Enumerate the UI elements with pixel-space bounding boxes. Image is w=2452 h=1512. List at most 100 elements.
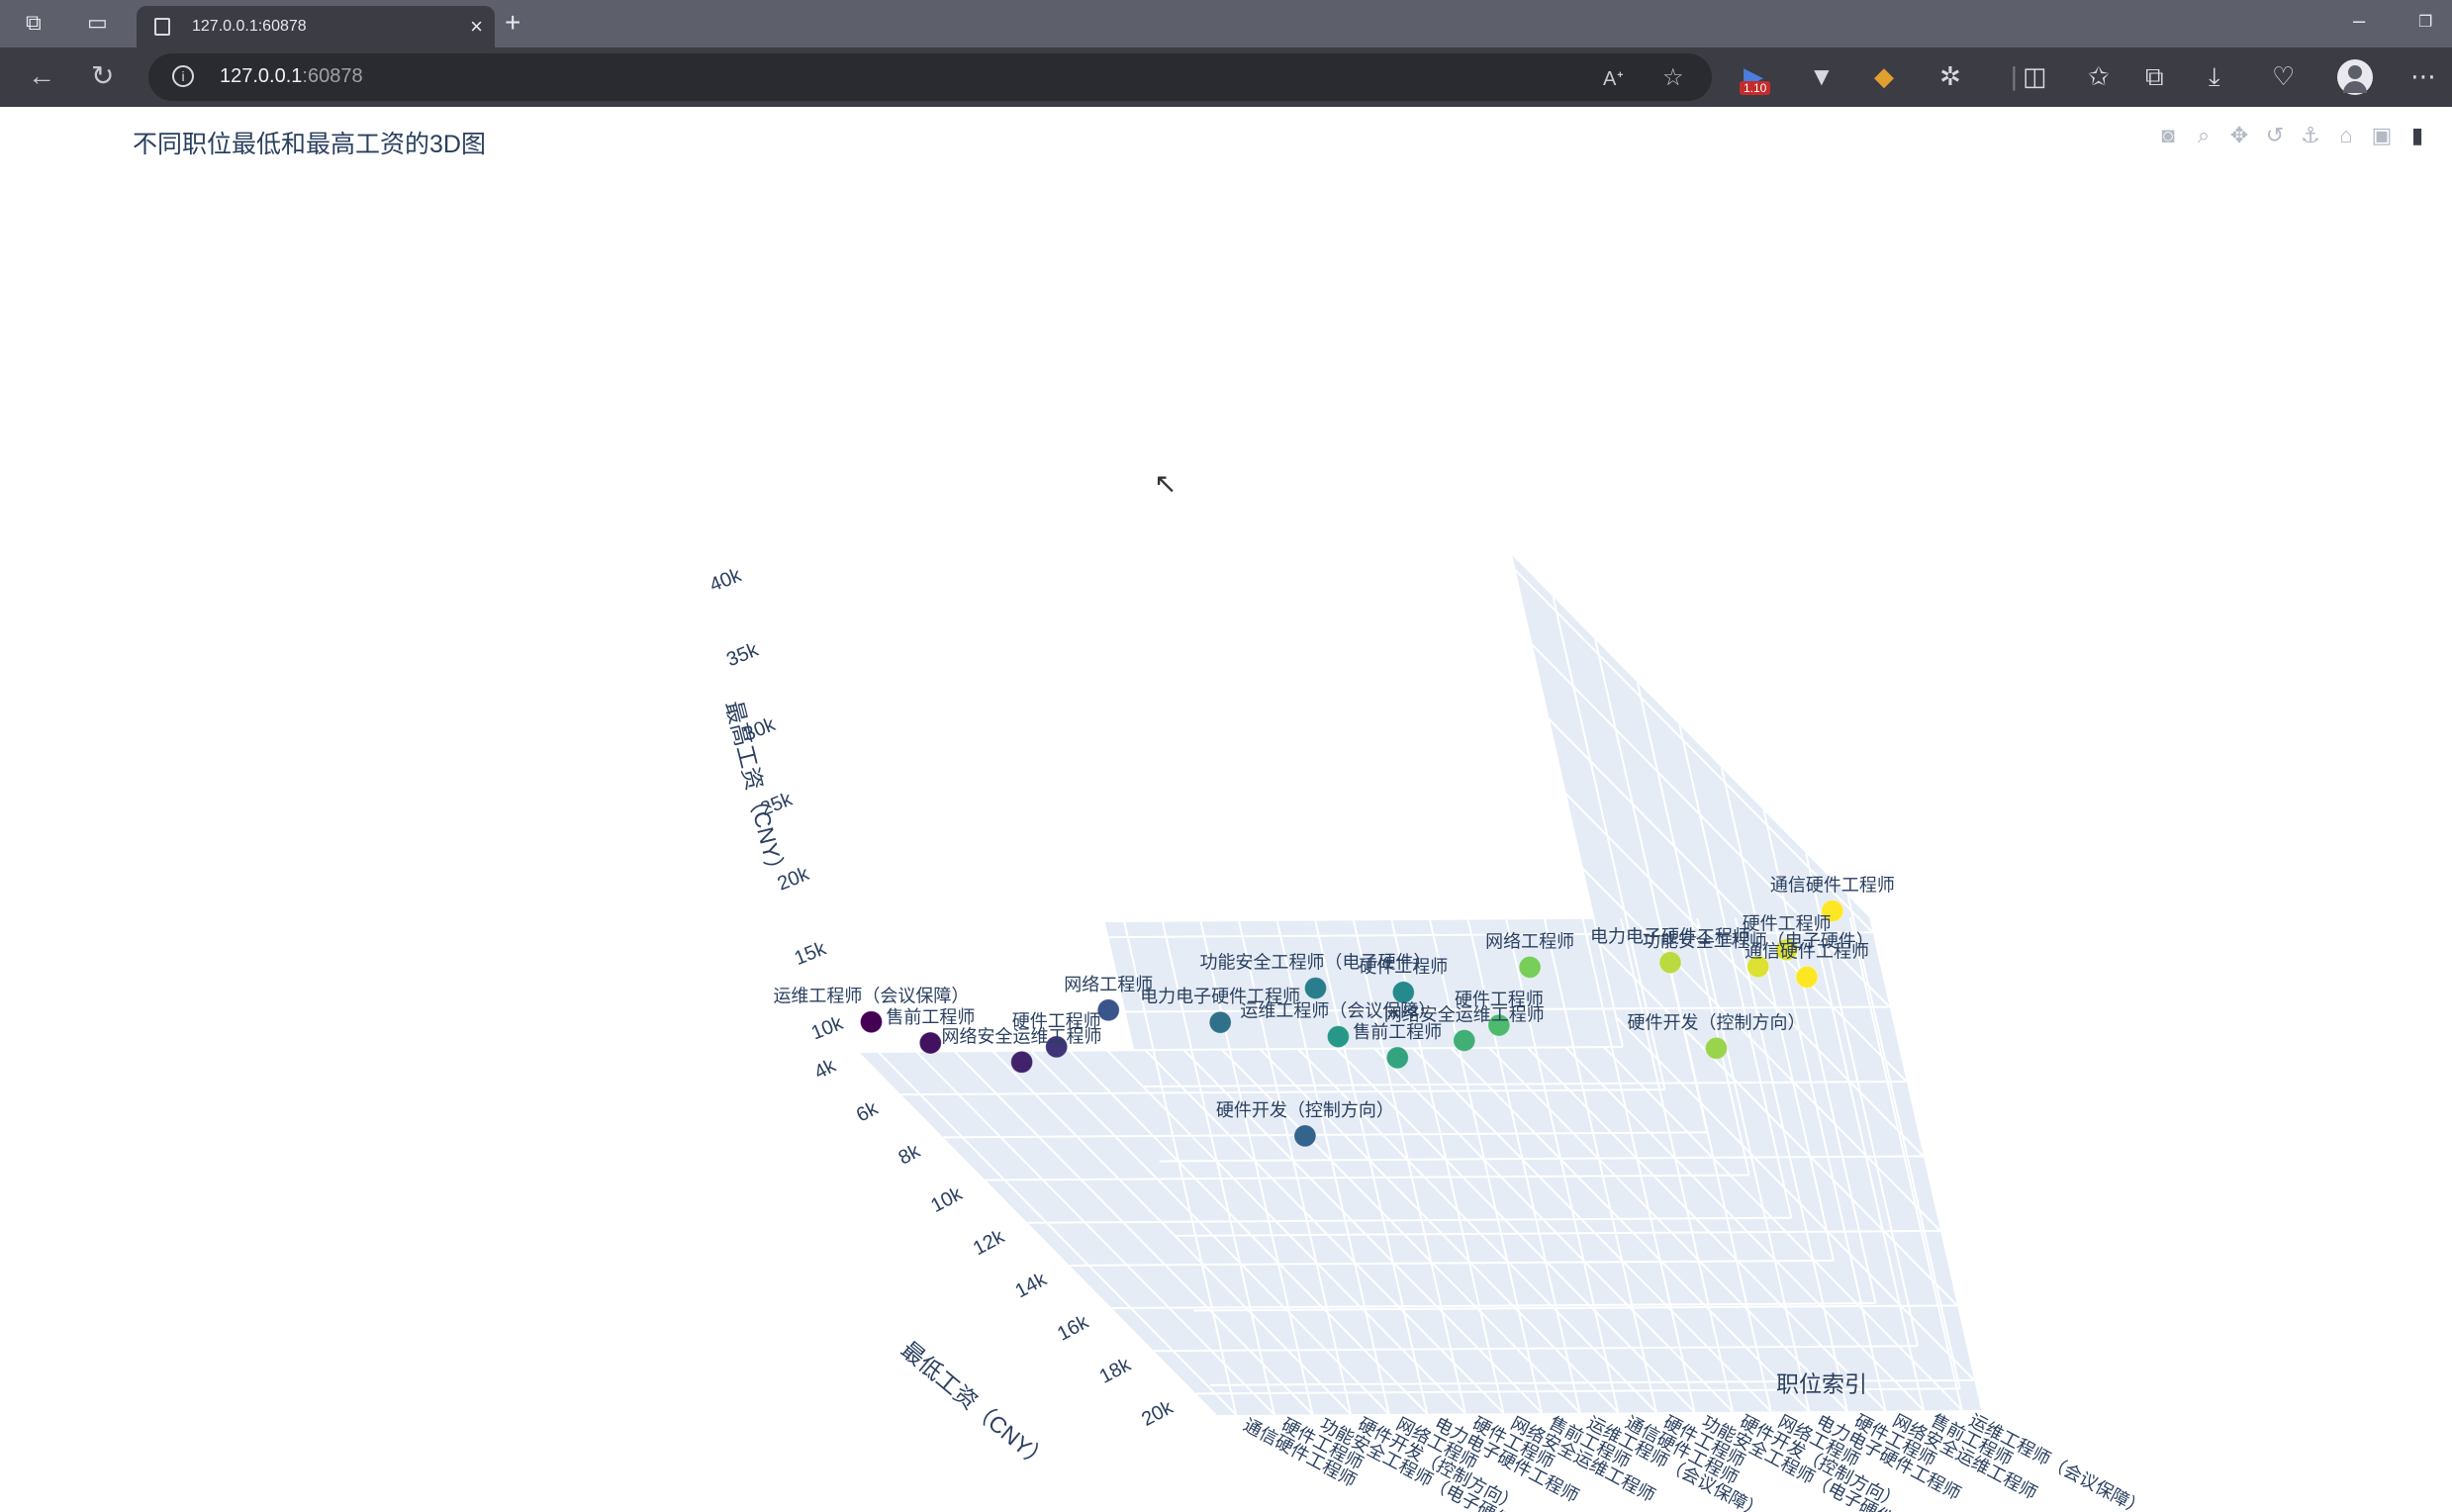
point-label: 网络工程师 [1064, 975, 1153, 994]
site-info-icon[interactable]: i [172, 65, 194, 87]
grid-line-z [1564, 792, 1925, 1158]
point-label: 硬件工程师 [1359, 957, 1448, 977]
point-label: 网络安全运维工程师 [1384, 1004, 1545, 1024]
grid-line-x [1069, 1259, 1834, 1267]
downloads-icon[interactable]: ⤓ [2209, 61, 2220, 91]
browser-tab[interactable]: 127.0.0.1:60878 × [137, 6, 495, 47]
extension-shield-icon[interactable]: ◆ [1874, 61, 1894, 91]
favorites-icon[interactable]: ✩ [2088, 61, 2110, 91]
grid-line-y [1466, 919, 1581, 1413]
data-point [1208, 1010, 1232, 1034]
grid-line-x [1111, 1302, 1876, 1310]
grid-line-y [1526, 1046, 1887, 1412]
x-tick-label: 10k [927, 1182, 967, 1217]
tab-title: 127.0.0.1:60878 [192, 18, 307, 35]
url-text: 127.0.0.1:60878 [220, 65, 363, 87]
grid-line-y [1390, 919, 1505, 1414]
x-tick-label: 8k [896, 1140, 925, 1170]
grid-line-y [1314, 920, 1429, 1414]
plotly-modebar: ◙ ⌕ ✥ ↺ ⚓ ⌂ ▣ ▮ [2145, 123, 2430, 148]
grid-line-z [1193, 1304, 1958, 1312]
browser-essentials-icon[interactable]: ♡ [2272, 61, 2296, 91]
grid-line-x [1154, 1345, 1919, 1353]
close-tab-icon[interactable]: × [470, 14, 483, 39]
scatter3d-chart[interactable]: 4k6k8k10k12k14k16k18k20k10k15k20k25k30k3… [0, 107, 2452, 1512]
data-point [1705, 1036, 1728, 1060]
x-tick-label: 12k [970, 1225, 1009, 1260]
address-field[interactable]: i 127.0.0.1:60878 Aᐩ ☆ [148, 53, 1712, 101]
point-label: 网络安全运维工程师 [942, 1026, 1102, 1046]
camera-view-icon[interactable]: ▣ [2371, 123, 2393, 147]
refresh-icon[interactable]: ↻ [91, 60, 115, 91]
grid-line-y [1335, 1048, 1696, 1413]
plotly-logo-icon[interactable]: ▮ [2410, 123, 2424, 147]
read-aloud-icon[interactable]: Aᐩ [1603, 68, 1625, 90]
back-icon[interactable]: ← [28, 60, 55, 91]
grid-line-y [1144, 1049, 1505, 1414]
data-point [1775, 938, 1799, 962]
back-wall-y [1511, 554, 1981, 1410]
restore-icon[interactable]: ❐ [2418, 14, 2433, 31]
x-tick-label: 6k [853, 1097, 883, 1127]
point-label: 功能安全工程师（电子硬件） [1200, 953, 1432, 973]
chart-title: 不同职位最低和最高工资的3D图 [133, 131, 486, 158]
grid-line-x [858, 1046, 1624, 1053]
z-tick-label: 10k [808, 1012, 847, 1045]
x-tick-label: 18k [1096, 1354, 1136, 1388]
grid-line-y [1581, 918, 1696, 1413]
z-tick-label: 35k [723, 638, 762, 671]
grid-line-y [953, 1050, 1314, 1416]
more-menu-icon[interactable]: ⋯ [2410, 61, 2436, 91]
pan-icon[interactable]: ✥ [2229, 123, 2249, 147]
tab-actions-icon[interactable]: ▭ [87, 10, 108, 35]
grid-line-y [1602, 1046, 1963, 1411]
extensions-puzzle-icon[interactable]: ✲ [1939, 61, 1961, 91]
grid-line-y [1373, 1047, 1734, 1413]
data-point [1453, 1029, 1476, 1052]
point-label: 硬件工程师 [1012, 1011, 1101, 1031]
grid-line-y [915, 1050, 1275, 1416]
grid-line-y [1772, 917, 1887, 1411]
data-point [1293, 1124, 1317, 1148]
x-tick-label: 14k [1011, 1268, 1051, 1302]
grid-line-x [985, 1174, 1749, 1181]
grid-line-y [1297, 1048, 1657, 1413]
point-label: 网络工程师 [1485, 931, 1574, 951]
grid-line-x [1805, 853, 1920, 1347]
point-label: 运维工程师（会议保障） [1240, 1001, 1436, 1021]
orbit-icon[interactable]: ↺ [2265, 123, 2285, 147]
grid-line-z [1581, 867, 1941, 1232]
grid-line-y [1811, 917, 1926, 1411]
camera-icon[interactable]: ◙ [2161, 123, 2175, 147]
collections-icon[interactable]: ⧉ [2145, 61, 2164, 91]
grid-line-y [1429, 919, 1544, 1414]
workspaces-icon[interactable]: ⧉ [26, 10, 42, 35]
grid-line-z [1159, 1155, 1924, 1163]
grid-line-x [1720, 767, 1835, 1262]
grid-line-y [991, 1050, 1352, 1415]
grid-line-z [1547, 717, 1908, 1083]
new-tab-icon[interactable]: + [505, 7, 521, 38]
home-icon[interactable]: ⌂ [2339, 123, 2353, 147]
data-point [1821, 899, 1844, 923]
data-point [1487, 1013, 1511, 1037]
grid-line-y [1488, 1047, 1848, 1412]
profile-avatar[interactable] [2337, 59, 2373, 95]
turntable-icon[interactable]: ⚓ [2301, 123, 2320, 147]
data-point [1326, 1025, 1350, 1049]
vue-devtools-icon[interactable]: ▼ [1809, 61, 1835, 91]
split-screen-icon[interactable]: ◫ [2023, 61, 2047, 91]
grid-line-y [1564, 1046, 1925, 1412]
page-icon [154, 18, 170, 36]
point-label: 功能安全工程师（电子硬件） [1643, 931, 1874, 951]
zoom-icon[interactable]: ⌕ [2197, 123, 2211, 147]
favorite-star-icon[interactable]: ☆ [1662, 64, 1684, 91]
data-point [1096, 998, 1120, 1022]
point-label: 硬件工程师 [1743, 914, 1832, 934]
x-tick-label: 20k [1138, 1396, 1178, 1431]
data-point [1795, 965, 1819, 989]
x-tick-label: 4k [810, 1055, 840, 1085]
grid-line-y [1848, 916, 1963, 1411]
grid-line-y [1734, 917, 1848, 1412]
minimize-icon[interactable]: – [2353, 8, 2366, 33]
